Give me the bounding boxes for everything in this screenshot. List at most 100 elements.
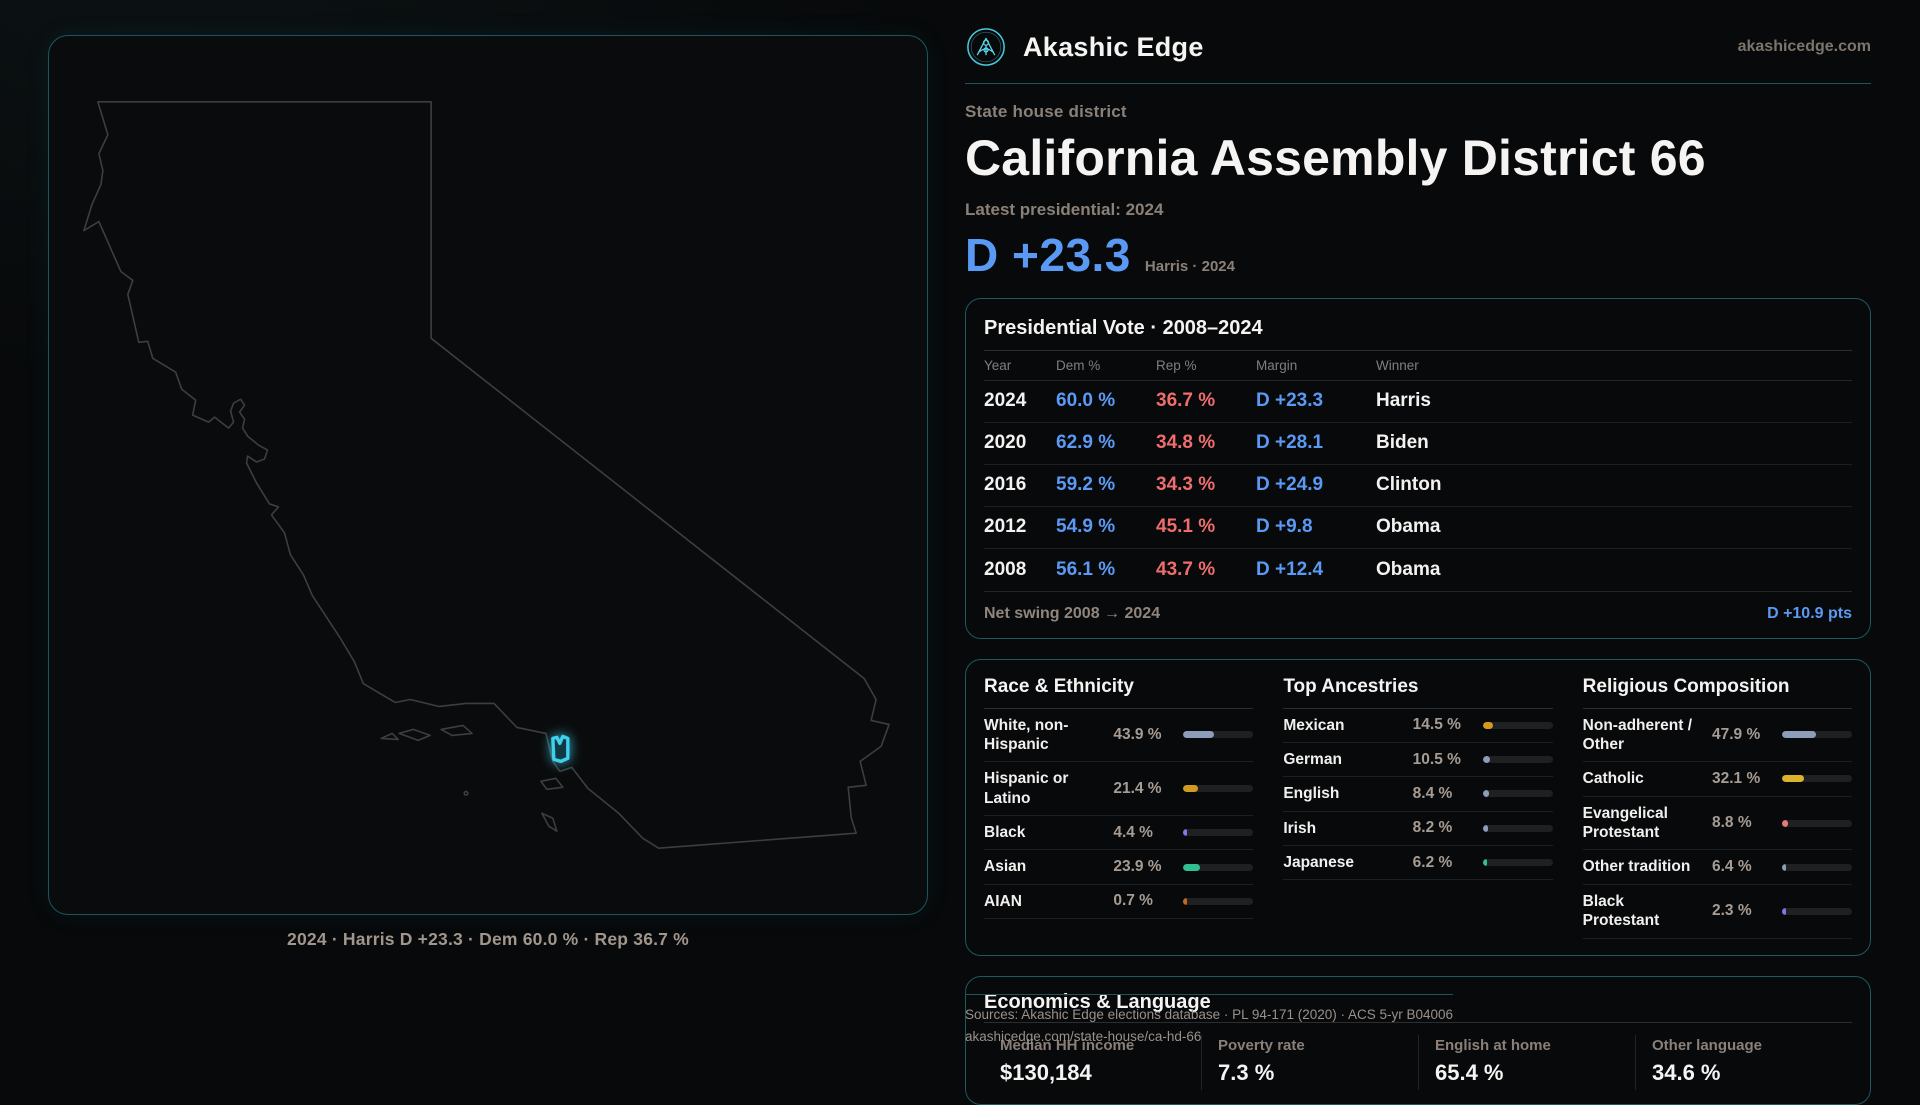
sources-url[interactable]: akashicedge.com/state-house/ca-hd-66 — [965, 1028, 1202, 1044]
demo-bar-track — [1183, 897, 1254, 905]
demo-value: 10.5 % — [1412, 750, 1461, 768]
california-map — [83, 101, 890, 849]
stat-value: 65.4 % — [1435, 1059, 1504, 1085]
stat-label: Median HH income — [1000, 1036, 1135, 1054]
demo-row-asian: Asian 23.9 % — [984, 850, 1254, 885]
stat-label: English at home — [1435, 1036, 1551, 1054]
vote-row-2008: 2008 56.1 % 43.7 % D +12.4 Obama — [984, 549, 1852, 591]
demo-value: 8.8 % — [1712, 814, 1752, 831]
demo-row-other-tradition: Other tradition 6.4 % — [1582, 850, 1852, 885]
district-type-eyebrow: State house district — [965, 102, 1127, 121]
vote-table-body: 2024 60.0 % 36.7 % D +23.3 Harris 2020 62.9 % 3… — [984, 381, 1852, 591]
race-ethnicity-section: Race & Ethnicity White, non-Hispanic 43.9… — [984, 676, 1254, 920]
akashic-sigil-icon — [967, 28, 1005, 66]
vote-rep-share: 36.7 % — [1156, 390, 1216, 411]
race-ethnicity-title: Race & Ethnicity — [984, 676, 1254, 709]
vote-col-winner: Winner — [1376, 357, 1419, 373]
demo-label: Catholic — [1582, 770, 1644, 788]
california-outline — [83, 101, 890, 849]
brand-header: Akashic Edge akashicedge.com — [965, 26, 1871, 68]
demo-label: Non-adherent / Other — [1582, 716, 1693, 753]
demo-bar-track — [1183, 731, 1254, 739]
demo-label: Black — [984, 824, 1026, 841]
demo-label: English — [1283, 785, 1340, 803]
demo-row-white-non-hispanic: White, non-Hispanic 43.9 % — [984, 709, 1254, 763]
vote-margin: D +23.3 — [1256, 390, 1324, 411]
map-caption: 2024 · Harris D +23.3 · Dem 60.0 % · Rep… — [287, 929, 689, 949]
vote-year: 2024 — [984, 390, 1027, 411]
demo-row-japanese: Japanese 6.2 % — [1283, 846, 1553, 881]
vote-row-2012: 2012 54.9 % 45.1 % D +9.8 Obama — [984, 507, 1852, 549]
economics-title: Economics & Language — [984, 991, 1852, 1023]
vote-winner: Clinton — [1376, 474, 1442, 495]
stat-other-language: Other language 34.6 % — [1635, 1034, 1852, 1090]
demo-label: Hispanic or Latino — [984, 770, 1069, 807]
demo-row-black: Black 4.4 % — [984, 816, 1254, 851]
net-swing-row: Net swing 2008 → 2024 D +10.9 pts — [984, 590, 1852, 638]
demo-value: 47.9 % — [1712, 725, 1761, 743]
vote-winner: Harris — [1376, 390, 1431, 411]
demo-bar-fill — [1183, 863, 1201, 871]
demo-bar-fill — [1183, 897, 1188, 905]
district-66-marker[interactable] — [551, 734, 570, 764]
vote-margin: D +28.1 — [1256, 432, 1324, 453]
vote-margin: D +9.8 — [1256, 516, 1313, 537]
demo-value: 6.4 % — [1712, 858, 1752, 876]
demo-row-hispanic-or-latino: Hispanic or Latino 21.4 % — [984, 762, 1254, 816]
demo-bar-track — [1782, 863, 1852, 871]
demo-value: 43.9 % — [1113, 725, 1162, 743]
demo-bar-fill — [1482, 859, 1487, 867]
demo-row-aian: AIAN 0.7 % — [984, 885, 1254, 920]
vote-col-rep: Rep % — [1156, 357, 1197, 373]
vote-year: 2020 — [984, 432, 1027, 453]
stat-label: Other language — [1652, 1036, 1763, 1054]
district-report: Akashic Edge akashicedge.com State house… — [965, 26, 1871, 1105]
demo-bar-track — [1183, 829, 1254, 837]
net-swing-label: Net swing 2008 → 2024 — [984, 604, 1161, 622]
stat-value: 34.6 % — [1652, 1059, 1721, 1085]
demo-label: Evangelical Protestant — [1582, 804, 1668, 841]
demo-bar-track — [1482, 859, 1553, 867]
demo-value: 8.2 % — [1412, 819, 1453, 837]
presidential-vote-card: Presidential Vote · 2008–2024 Year Dem % R… — [965, 297, 1871, 639]
economics-stats: Median HH income $130,184 Poverty rate 7.3 … — [984, 1034, 1852, 1090]
demo-label: Asian — [984, 858, 1027, 876]
vote-winner: Obama — [1376, 558, 1441, 580]
demo-bar-track — [1782, 907, 1852, 915]
net-swing-value: D +10.9 pts — [1767, 604, 1852, 622]
demo-value: 32.1 % — [1712, 769, 1761, 787]
latest-presidential-label: Latest presidential: 2024 — [965, 199, 1164, 219]
vote-row-2020: 2020 62.9 % 34.8 % D +28.1 Biden — [984, 423, 1852, 465]
vote-col-margin: Margin — [1256, 357, 1298, 373]
top-ancestries-section: Top Ancestries Mexican 14.5 % German 10.5 %… — [1283, 676, 1553, 881]
presidential-vote-title: Presidential Vote · 2008–2024 — [984, 317, 1852, 351]
demo-bar-track — [1482, 756, 1553, 764]
demo-bar-fill — [1183, 785, 1199, 793]
stat-value: $130,184 — [1000, 1059, 1092, 1085]
brand-domain-link[interactable]: akashicedge.com — [1737, 38, 1871, 55]
demo-row-evangelical-protestant: Evangelical Protestant 8.8 % — [1582, 797, 1852, 851]
demo-bar-fill — [1782, 731, 1816, 739]
demo-label: Japanese — [1283, 854, 1354, 871]
demo-value: 4.4 % — [1113, 823, 1153, 841]
vote-dem-share: 60.0 % — [1056, 390, 1116, 411]
map-panel — [48, 35, 928, 915]
stat-value: 7.3 % — [1218, 1059, 1275, 1085]
demo-bar-fill — [1482, 790, 1489, 798]
demo-bar-track — [1183, 785, 1254, 793]
page-title: California Assembly District 66 — [965, 130, 1706, 186]
demo-bar-fill — [1183, 829, 1188, 837]
channel-islands — [380, 724, 564, 832]
demo-label: Other tradition — [1582, 858, 1691, 876]
margin-headline-row: D +23.3 Harris · 2024 — [965, 228, 1871, 282]
santa-barbara-island — [463, 790, 469, 796]
demo-bar-fill — [1782, 775, 1805, 783]
vote-dem-share: 59.2 % — [1056, 474, 1116, 495]
vote-col-year: Year — [984, 357, 1012, 373]
demo-bar-track — [1782, 731, 1852, 739]
demo-bar-fill — [1782, 863, 1787, 871]
sources-line1: Sources: Akashic Edge elections database… — [965, 1007, 1454, 1022]
demo-bar-fill — [1482, 721, 1493, 729]
vote-row-2024: 2024 60.0 % 36.7 % D +23.3 Harris — [984, 381, 1852, 423]
demo-row-catholic: Catholic 32.1 % — [1582, 762, 1852, 797]
